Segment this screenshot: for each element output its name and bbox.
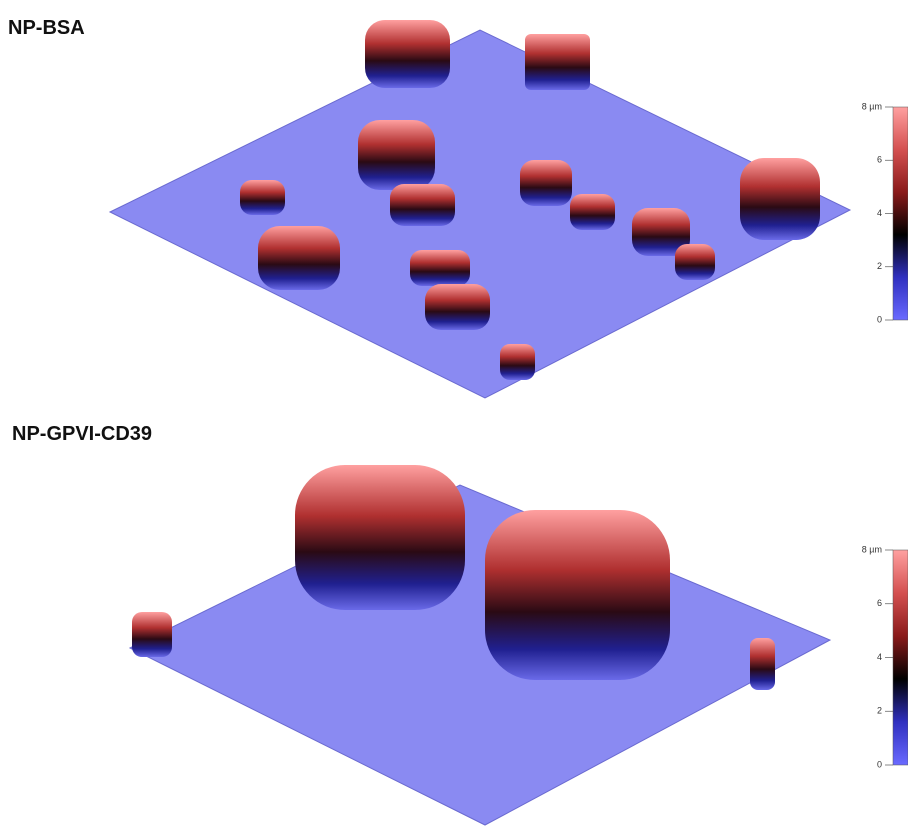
tick-label: 6 — [877, 155, 882, 165]
tick-label: 4 — [877, 652, 882, 662]
afm-surface — [110, 20, 850, 398]
tick-label: 8 µm — [862, 544, 882, 554]
figure: NP-BSA NP-GPVI-CD39 8 µm 6 4 2 0 8 µm 6 4 2 0 — [0, 0, 908, 827]
tick-label: 8 µm — [862, 101, 882, 111]
tick-label: 6 — [877, 598, 882, 608]
afm-surface — [130, 465, 830, 825]
tick-label: 2 — [877, 706, 882, 716]
panel-title: NP-BSA — [8, 17, 85, 39]
colorbar — [893, 107, 908, 320]
tick-label: 0 — [877, 759, 882, 769]
tick-label: 2 — [877, 261, 882, 271]
panel-title: NP-GPVI-CD39 — [12, 423, 152, 445]
tick-label: 0 — [877, 314, 882, 324]
tick-label: 4 — [877, 208, 882, 218]
colorbar — [893, 550, 908, 765]
